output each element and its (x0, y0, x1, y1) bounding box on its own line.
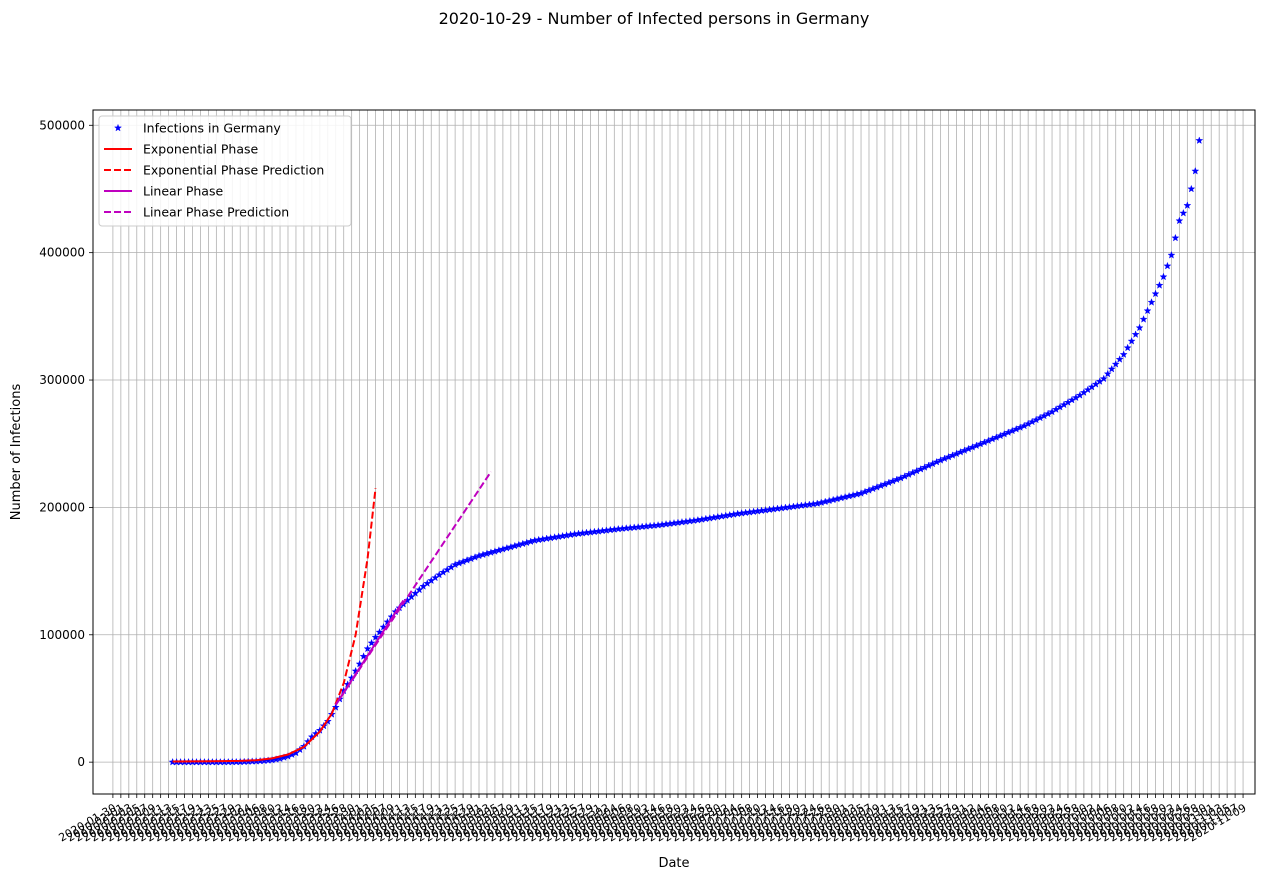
series-layer (168, 136, 1204, 766)
data-point (359, 652, 368, 660)
y-axis: 0 100000 200000 300000 400000 500000 (39, 118, 93, 769)
data-point (1127, 337, 1136, 345)
y-tick-label: 0 (77, 755, 85, 769)
data-point (1123, 343, 1132, 352)
series-infections-in-germany (168, 136, 1204, 766)
data-point (1111, 360, 1120, 368)
data-point (1175, 216, 1184, 225)
data-point (1191, 166, 1200, 175)
data-point (1163, 261, 1172, 270)
legend-label: Infections in Germany (143, 121, 281, 136)
legend-label: Linear Phase Prediction (143, 205, 289, 220)
data-point (363, 644, 372, 653)
y-tick-label: 400000 (39, 246, 85, 260)
series-linear-phase-prediction (334, 471, 492, 706)
y-tick-label: 200000 (39, 500, 85, 514)
data-point (1183, 201, 1192, 209)
data-point (1167, 251, 1176, 259)
legend: Infections in Germany Exponential Phase Ex… (98, 115, 352, 227)
data-point (1135, 323, 1144, 332)
data-point (1159, 272, 1168, 281)
legend-label: Exponential Phase Prediction (143, 163, 324, 178)
legend-star-icon (114, 123, 122, 132)
y-tick-label: 500000 (39, 118, 85, 132)
data-point (1179, 208, 1188, 217)
data-point (1099, 374, 1108, 383)
data-point (1115, 355, 1124, 363)
data-point (331, 703, 340, 711)
data-point (1119, 350, 1128, 358)
data-point (1107, 364, 1116, 373)
y-axis-label: Number of Infections (9, 384, 24, 521)
y-tick-label: 300000 (39, 373, 85, 387)
data-point (1151, 289, 1160, 298)
data-point (1195, 136, 1204, 144)
data-point (1143, 306, 1152, 315)
plot-frame (92, 109, 1256, 795)
data-point (1147, 298, 1156, 306)
y-tick-label: 100000 (39, 628, 85, 642)
legend-label: Linear Phase (143, 184, 223, 199)
series-exponential-phase-prediction (330, 488, 377, 715)
data-point (1171, 233, 1180, 242)
series-exponential-phase (172, 713, 333, 763)
data-point (367, 638, 376, 647)
data-point (1155, 281, 1164, 289)
x-axis-label: Date (658, 856, 689, 871)
data-point (1131, 330, 1140, 338)
x-axis: 2020-01-302020-02-012020-02-032020-02-05… (57, 794, 1249, 844)
data-point (1103, 369, 1112, 378)
legend-box (98, 115, 352, 227)
grid (93, 110, 1255, 794)
chart-title: 2020-10-29 - Number of Infected persons … (439, 9, 870, 28)
data-point (371, 633, 380, 641)
data-point (1139, 315, 1148, 323)
data-point (1187, 184, 1196, 193)
legend-label: Exponential Phase (143, 142, 259, 157)
data-point (375, 628, 384, 636)
